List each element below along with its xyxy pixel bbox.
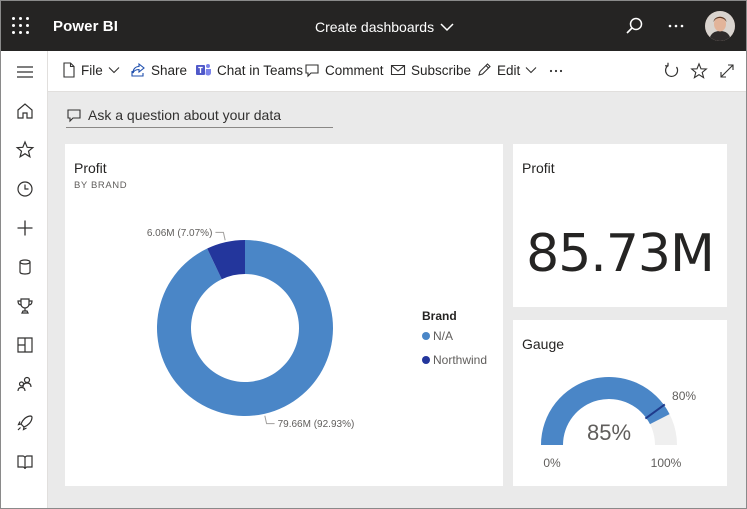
share-button[interactable]: Share xyxy=(130,62,187,78)
share-icon xyxy=(131,62,145,77)
qa-input[interactable]: Ask a question about your data xyxy=(66,102,333,128)
donut-slice-northwind[interactable] xyxy=(207,240,245,280)
chat-in-teams-button[interactable]: Chat in Teams xyxy=(195,62,303,78)
qa-placeholder: Ask a question about your data xyxy=(88,106,282,123)
file-icon xyxy=(63,62,75,78)
chevron-down-icon xyxy=(108,67,120,74)
tile-title: Gauge xyxy=(522,336,565,352)
gauge-chart: 80% 85% 0% 100% xyxy=(541,377,696,470)
comment-label: Comment xyxy=(325,62,384,78)
dashboard-title: Create dashboards xyxy=(315,19,435,35)
ellipsis-icon xyxy=(549,69,563,73)
comment-icon xyxy=(67,108,81,122)
fullscreen-icon[interactable] xyxy=(718,62,736,80)
rocket-icon[interactable] xyxy=(14,412,36,434)
chevron-down-icon xyxy=(525,67,537,74)
leader-line xyxy=(215,231,226,241)
profit-by-brand-tile[interactable]: Profit BY BRAND 79.66M (92.93%) 6.06M (7.… xyxy=(65,144,503,486)
gauge-min-label: 0% xyxy=(543,456,561,470)
edit-menu-button[interactable]: Edit xyxy=(476,62,537,78)
mail-icon xyxy=(390,64,406,76)
clock-icon[interactable] xyxy=(14,178,36,200)
tile-title: Profit xyxy=(74,160,107,176)
comment-button[interactable]: Comment xyxy=(304,62,384,78)
teams-icon xyxy=(196,64,211,76)
app-launcher-icon[interactable] xyxy=(11,16,31,36)
tile-subtitle: BY BRAND xyxy=(74,180,128,191)
subscribe-button[interactable]: Subscribe xyxy=(390,62,471,78)
more-options-icon[interactable] xyxy=(665,15,687,37)
left-navigation xyxy=(1,51,48,508)
book-icon[interactable] xyxy=(14,451,36,473)
subscribe-label: Subscribe xyxy=(411,62,472,78)
user-avatar[interactable] xyxy=(705,11,735,41)
hamburger-icon[interactable] xyxy=(14,61,36,83)
legend-marker xyxy=(422,356,430,364)
dashboard-title-dropdown[interactable]: Create dashboards xyxy=(315,19,454,35)
more-actions-button[interactable] xyxy=(548,62,564,78)
home-icon[interactable] xyxy=(14,100,36,122)
top-header: Power BI Create dashboards xyxy=(1,1,746,51)
profit-card-tile[interactable]: Profit 85.73M xyxy=(513,144,727,307)
trophy-icon[interactable] xyxy=(14,295,36,317)
apps-icon[interactable] xyxy=(14,334,36,356)
app-name[interactable]: Power BI xyxy=(53,18,118,35)
avatar-photo-icon xyxy=(705,11,735,41)
action-bar: File Share Chat in Teams Comment Subscri… xyxy=(48,51,746,92)
donut-chart: 79.66M (92.93%) 6.06M (7.07%) Brand N/A Nort… xyxy=(147,228,487,430)
file-label: File xyxy=(81,62,103,78)
gauge-max-label: 100% xyxy=(651,456,682,470)
tile-title: Profit xyxy=(522,160,555,176)
legend-title: Brand xyxy=(422,309,457,323)
people-icon[interactable] xyxy=(14,373,36,395)
leader-line xyxy=(264,415,275,425)
star-icon[interactable] xyxy=(14,139,36,161)
favorite-star-icon[interactable] xyxy=(690,62,708,80)
comment-icon xyxy=(305,64,319,78)
refresh-icon[interactable] xyxy=(663,62,681,80)
pencil-icon xyxy=(478,63,491,76)
gauge-fill xyxy=(541,377,670,445)
chevron-down-icon xyxy=(440,23,454,32)
edit-label: Edit xyxy=(497,62,521,78)
chat-in-teams-label: Chat in Teams xyxy=(217,62,304,78)
share-label: Share xyxy=(151,62,188,78)
legend-item[interactable]: N/A xyxy=(433,329,453,343)
gauge-target-marker xyxy=(644,403,666,420)
legend-item[interactable]: Northwind xyxy=(433,353,487,367)
donut-slice-n-a[interactable] xyxy=(156,240,333,416)
file-menu-button[interactable]: File xyxy=(62,62,120,78)
legend-marker xyxy=(422,332,430,340)
dashboard-canvas: Ask a question about your data Profit BY… xyxy=(48,92,746,508)
gauge-value: 85% xyxy=(587,420,631,445)
gauge-tile[interactable]: Gauge 80% 85% 0% 100% xyxy=(513,320,727,486)
search-icon[interactable] xyxy=(624,15,646,37)
data-label: 6.06M (7.07%) xyxy=(147,228,213,239)
gauge-target-label: 80% xyxy=(672,389,696,403)
kpi-value: 85.73M xyxy=(526,224,715,284)
database-icon[interactable] xyxy=(14,256,36,278)
data-label: 79.66M (92.93%) xyxy=(278,419,355,430)
plus-icon[interactable] xyxy=(14,217,36,239)
